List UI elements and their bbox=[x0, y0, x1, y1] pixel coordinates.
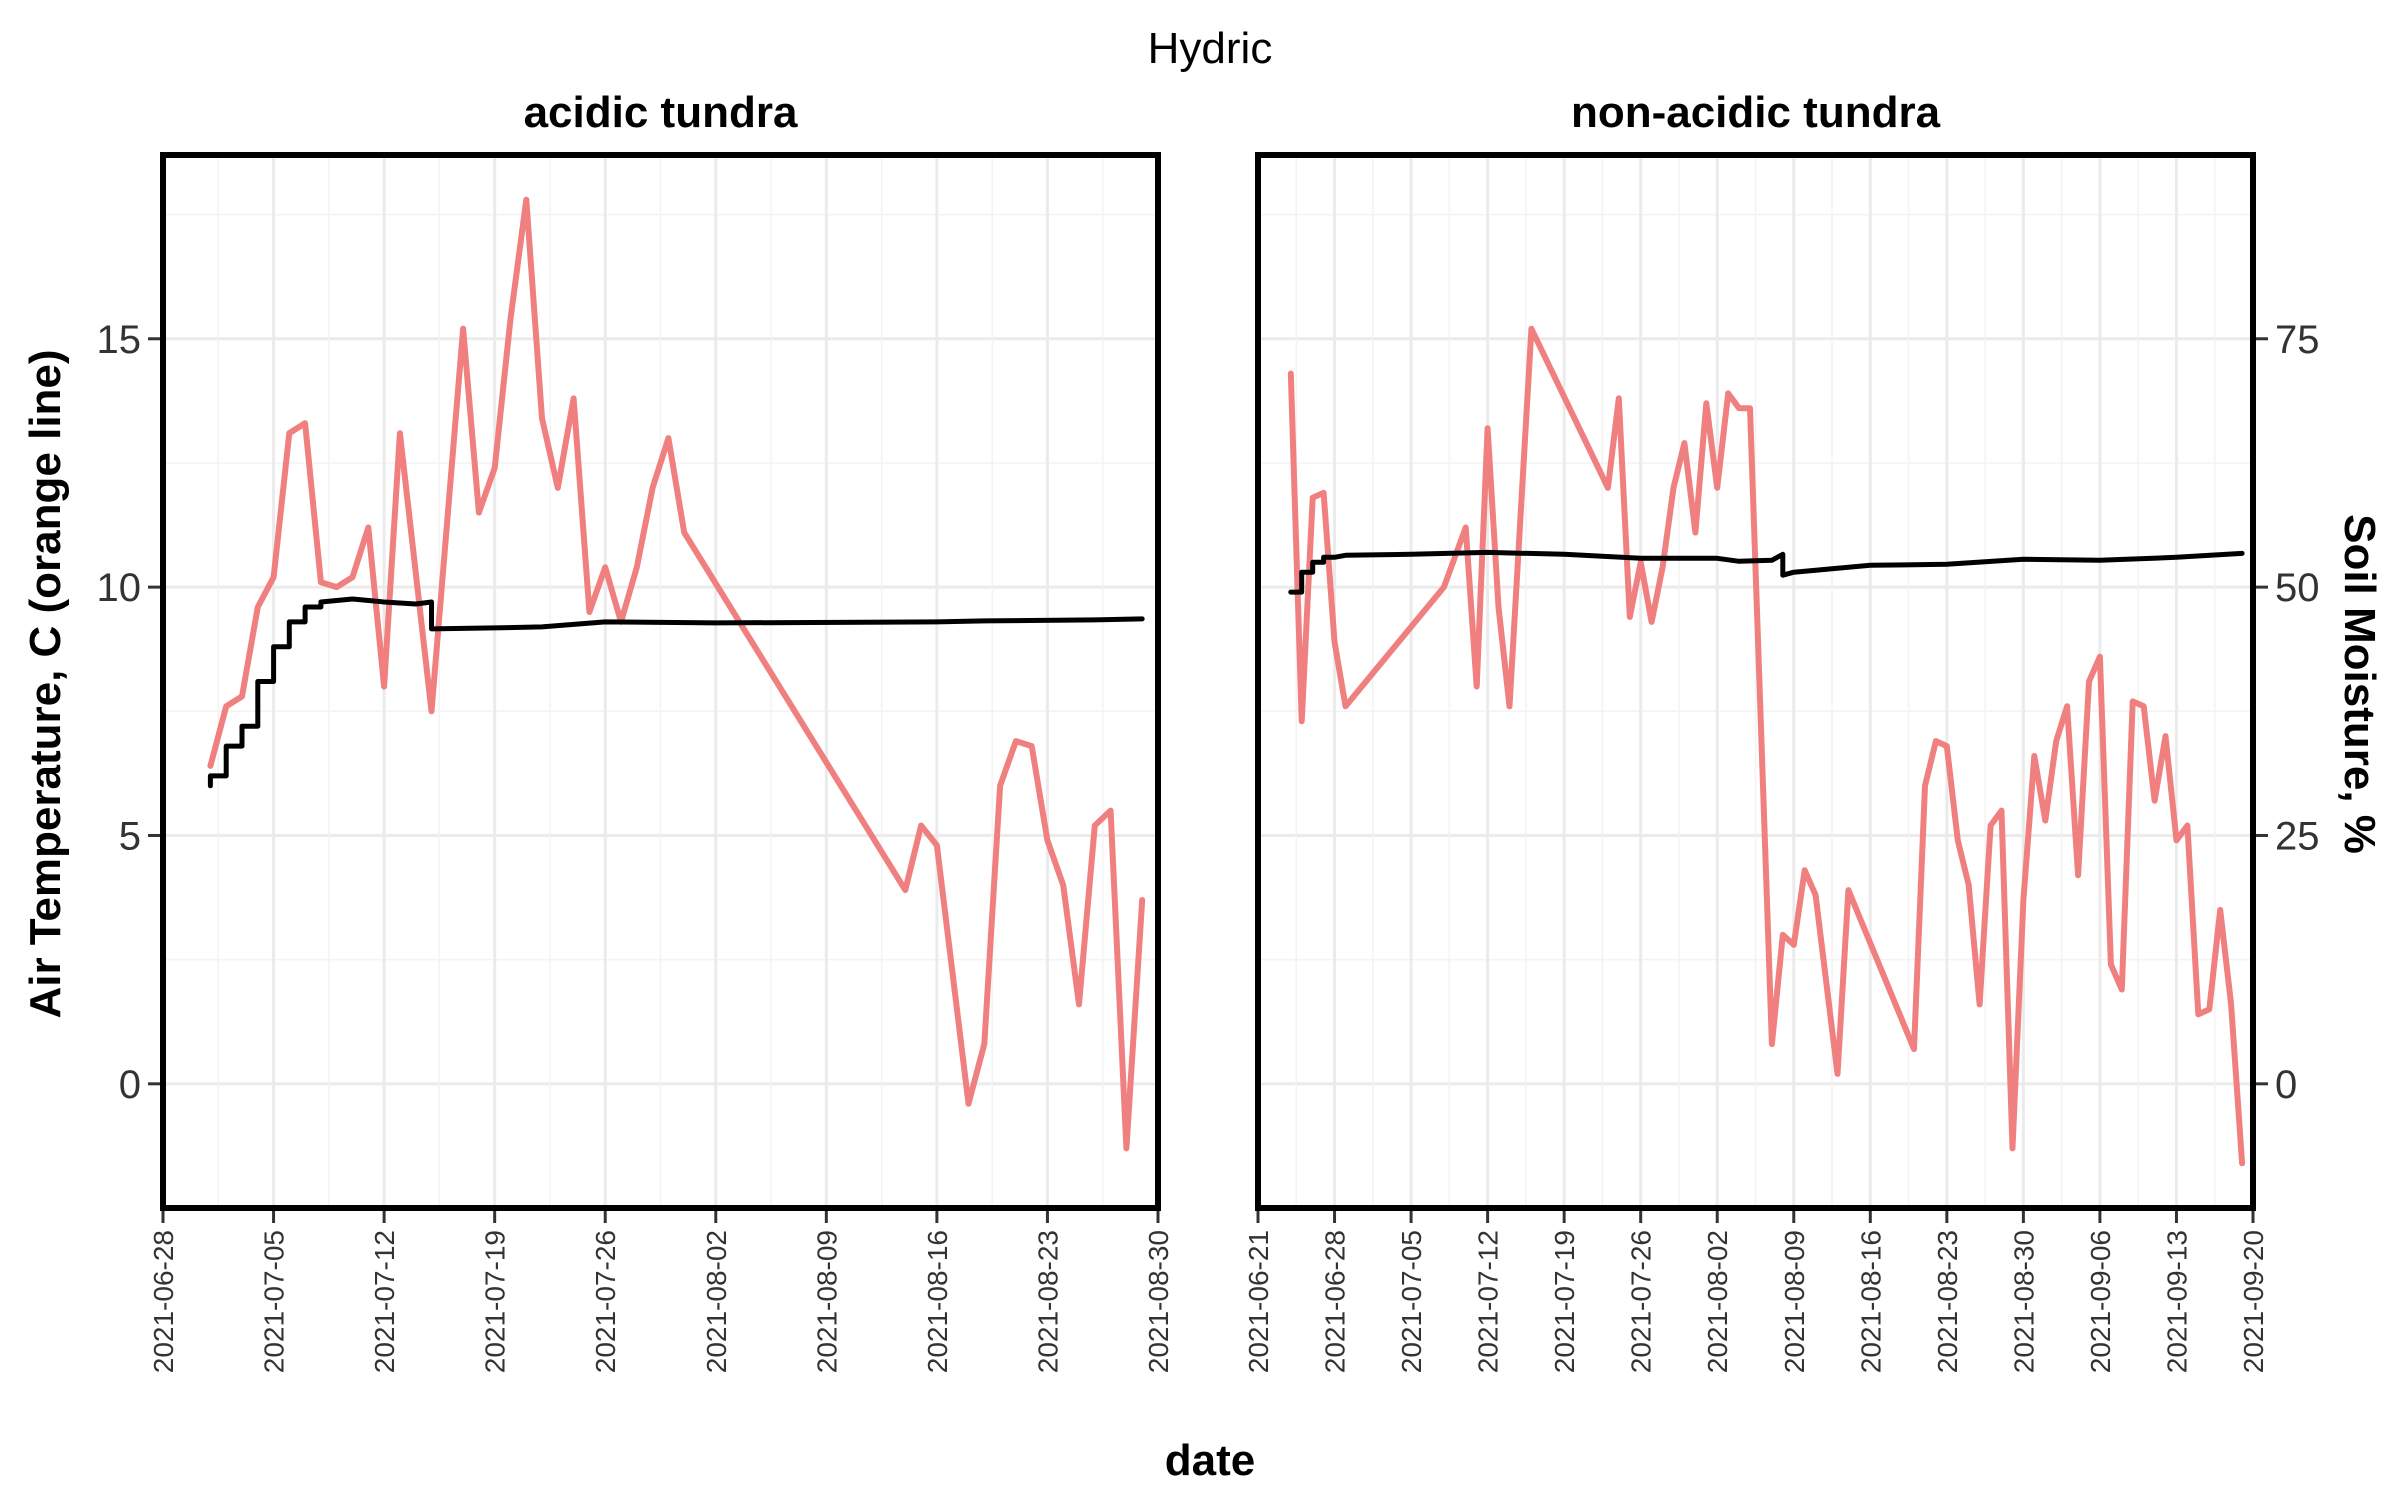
x-tick-label: 2021-07-05 bbox=[1396, 1230, 1427, 1373]
x-tick-label: 2021-08-30 bbox=[2008, 1230, 2039, 1373]
y-tick-label-right: 50 bbox=[2275, 566, 2320, 610]
x-tick-label: 2021-08-23 bbox=[1032, 1230, 1063, 1373]
x-tick-label: 2021-08-02 bbox=[701, 1230, 732, 1373]
x-tick-label: 2021-08-09 bbox=[1779, 1230, 1810, 1373]
chart-suptitle: Hydric bbox=[1148, 24, 1273, 73]
panels-layer: acidic tundra 2021-06-28 2021-07-05 2021-07… bbox=[97, 88, 2320, 1373]
series-line-soil-moisture bbox=[207, 596, 1145, 789]
x-tick-label: 2021-06-28 bbox=[148, 1230, 179, 1373]
y-tick-label-right: 0 bbox=[2275, 1063, 2297, 1107]
series-line-soil-moisture bbox=[1288, 549, 2245, 595]
x-tick-label: 2021-07-19 bbox=[1549, 1230, 1580, 1373]
x-tick-label: 2021-09-13 bbox=[2162, 1230, 2193, 1373]
x-tick-label: 2021-07-12 bbox=[1473, 1230, 1504, 1373]
y-tick-label-left: 0 bbox=[119, 1063, 141, 1107]
x-tick-label: 2021-08-09 bbox=[811, 1230, 842, 1373]
x-tick-label: 2021-08-30 bbox=[1143, 1230, 1174, 1373]
x-tick-label: 2021-07-26 bbox=[1626, 1230, 1657, 1373]
x-tick-label: 2021-08-02 bbox=[1702, 1230, 1733, 1373]
y-tick-label-left: 10 bbox=[97, 566, 142, 610]
x-tick-label: 2021-07-19 bbox=[480, 1230, 511, 1373]
panel-border bbox=[1255, 152, 2256, 1211]
facet-title: non-acidic tundra bbox=[1571, 88, 1941, 137]
x-tick-label: 2021-07-05 bbox=[259, 1230, 290, 1373]
x-tick-label: 2021-08-16 bbox=[1855, 1230, 1886, 1373]
x-tick-label: 2021-07-26 bbox=[590, 1230, 621, 1373]
y-tick-label-left: 5 bbox=[119, 814, 141, 858]
x-tick-label: 2021-06-21 bbox=[1243, 1230, 1274, 1373]
panel-2: non-acidic tundra 2021-06-21 2021-06-28 202… bbox=[1243, 88, 2320, 1373]
y-axis-title-right: Soil Moisture, % bbox=[2335, 514, 2384, 854]
series-line-air-temperature bbox=[1287, 325, 2246, 1167]
x-tick-label: 2021-06-28 bbox=[1320, 1230, 1351, 1373]
panel-1: acidic tundra 2021-06-28 2021-07-05 2021-07… bbox=[97, 88, 1175, 1373]
x-tick-label: 2021-07-12 bbox=[369, 1230, 400, 1373]
x-tick-label: 2021-09-20 bbox=[2238, 1230, 2269, 1373]
y-tick-label-right: 75 bbox=[2275, 318, 2320, 362]
y-tick-label-left: 15 bbox=[97, 318, 142, 362]
x-tick-label: 2021-09-06 bbox=[2085, 1230, 2116, 1373]
x-tick-label: 2021-08-23 bbox=[1932, 1230, 1963, 1373]
panel-border bbox=[160, 152, 1161, 1211]
x-axis-title: date bbox=[1165, 1436, 1255, 1485]
y-axis-title-left: Air Temperature, C (orange line) bbox=[21, 349, 70, 1018]
x-tick-label: 2021-08-16 bbox=[922, 1230, 953, 1373]
series-line-air-temperature bbox=[207, 196, 1146, 1152]
facet-title: acidic tundra bbox=[524, 88, 798, 137]
y-tick-label-right: 25 bbox=[2275, 814, 2320, 858]
